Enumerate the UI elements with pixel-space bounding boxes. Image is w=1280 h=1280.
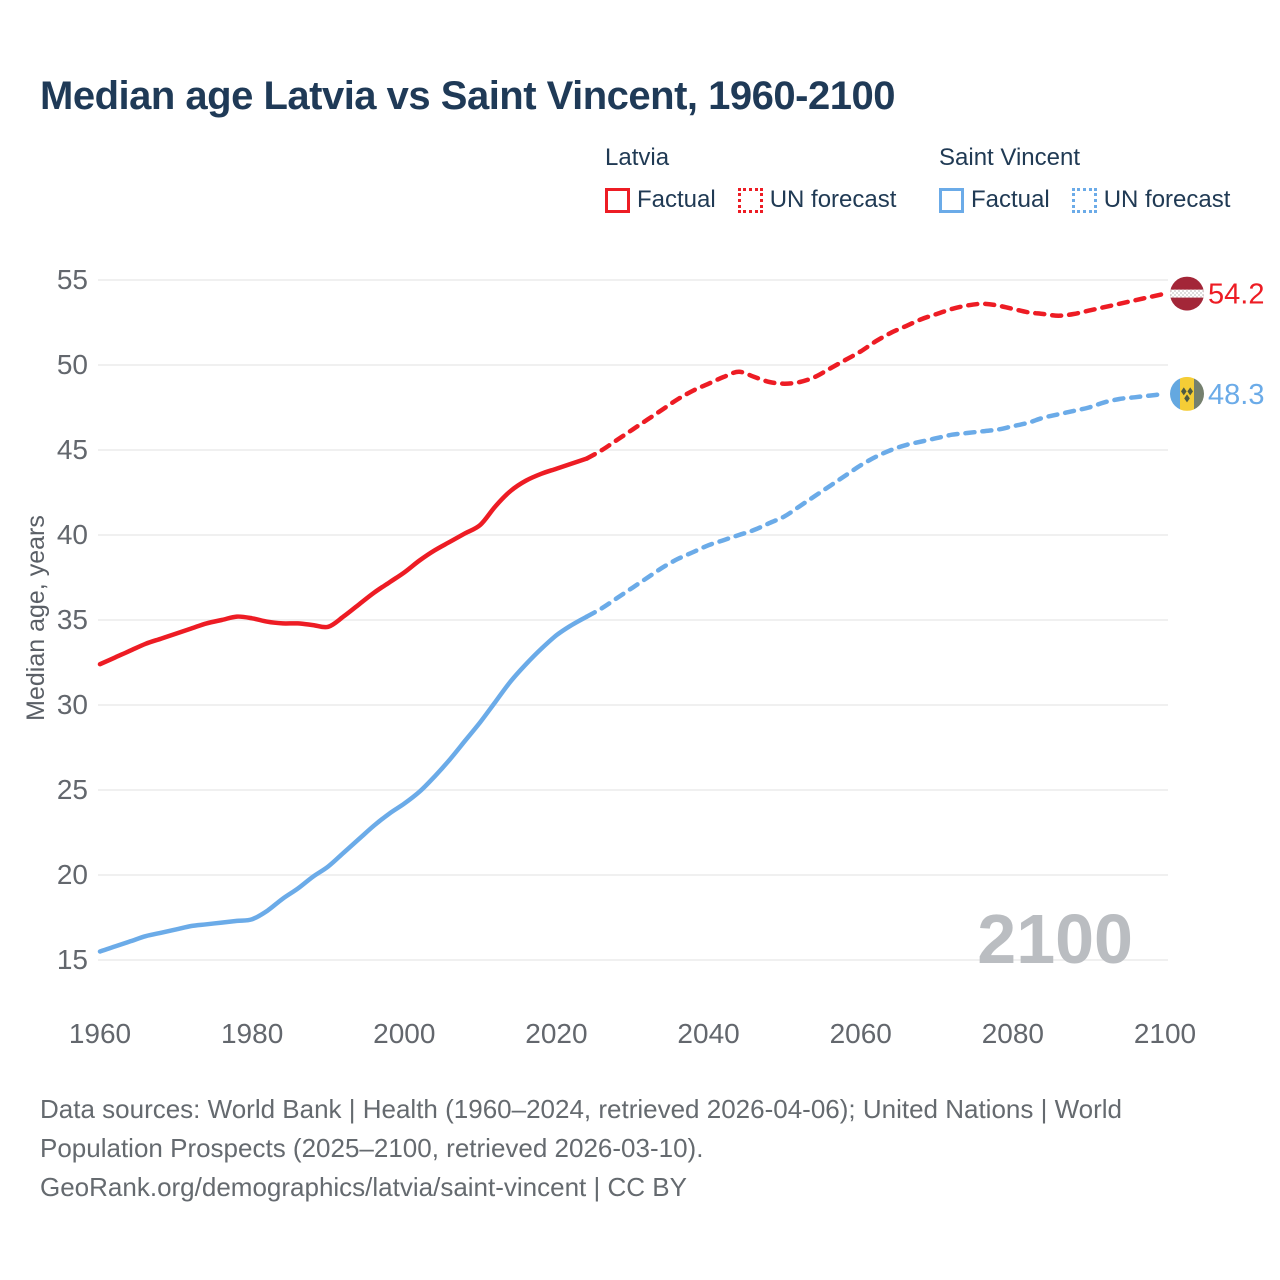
legend-group-saint-vincent: Saint Vincent Factual UN forecast xyxy=(939,144,1230,214)
legend-item-sv-factual: Factual xyxy=(939,186,1050,214)
saint-vincent-flag-icon xyxy=(1170,376,1204,411)
y-tick-label: 50 xyxy=(57,349,88,380)
watermark-2100: 2100 xyxy=(977,900,1133,978)
x-tick-label: 1960 xyxy=(69,1018,131,1049)
data-sources-footer: Data sources: World Bank | Health (1960–… xyxy=(40,1090,1122,1207)
y-tick-label: 25 xyxy=(57,774,88,805)
legend-item-latvia-forecast: UN forecast xyxy=(737,186,897,214)
sv-factual-swatch-icon xyxy=(939,187,964,213)
latvia-flag-icon xyxy=(1170,276,1204,311)
latvia-end-value: 54.2 xyxy=(1208,279,1264,311)
y-tick-label: 40 xyxy=(57,519,88,550)
x-tick-label: 2020 xyxy=(525,1018,587,1049)
x-tick-label: 2100 xyxy=(1134,1018,1196,1049)
y-axis-title: Median age, years xyxy=(22,515,50,721)
legend-item-sv-forecast: UN forecast xyxy=(1071,186,1231,214)
y-tick-label: 45 xyxy=(57,434,88,465)
y-tick-label: 55 xyxy=(57,264,88,295)
legend-label: Factual xyxy=(637,186,716,213)
x-tick-label: 2060 xyxy=(830,1018,892,1049)
y-tick-label: 15 xyxy=(57,944,88,975)
x-tick-label: 2000 xyxy=(373,1018,435,1049)
y-tick-label: 20 xyxy=(57,859,88,890)
footer-line: Data sources: World Bank | Health (1960–… xyxy=(40,1094,1123,1124)
y-tick-label: 30 xyxy=(57,689,88,720)
x-tick-label: 2040 xyxy=(677,1018,739,1049)
latvia-factual-swatch-icon xyxy=(605,187,630,213)
footer-line: GeoRank.org/demographics/latvia/saint-vi… xyxy=(40,1172,687,1202)
legend-item-latvia-factual: Factual xyxy=(605,186,716,214)
page-title: Median age Latvia vs Saint Vincent, 1960… xyxy=(40,74,895,118)
saint-vincent-factual-line xyxy=(97,614,590,954)
saint-vincent-forecast-line xyxy=(584,391,1168,619)
sv-forecast-swatch-icon xyxy=(1071,187,1097,213)
legend-label: UN forecast xyxy=(1103,186,1231,213)
x-tick-label: 1980 xyxy=(221,1018,283,1049)
latvia-forecast-line xyxy=(584,291,1168,461)
saint-vincent-end-value: 48.3 xyxy=(1208,379,1264,411)
legend-country-latvia: Latvia xyxy=(605,144,670,171)
legend-label: Factual xyxy=(971,186,1050,213)
legend-country-saint-vincent: Saint Vincent xyxy=(939,144,1080,171)
latvia-factual-line xyxy=(97,456,590,667)
y-tick-label: 35 xyxy=(57,604,88,635)
x-tick-label: 2080 xyxy=(982,1018,1044,1049)
legend-label: UN forecast xyxy=(769,186,897,213)
legend-group-latvia: Latvia Factual UN forecast xyxy=(605,144,896,214)
latvia-forecast-swatch-icon xyxy=(737,187,763,213)
footer-line: Population Prospects (2025–2100, retriev… xyxy=(40,1133,704,1163)
